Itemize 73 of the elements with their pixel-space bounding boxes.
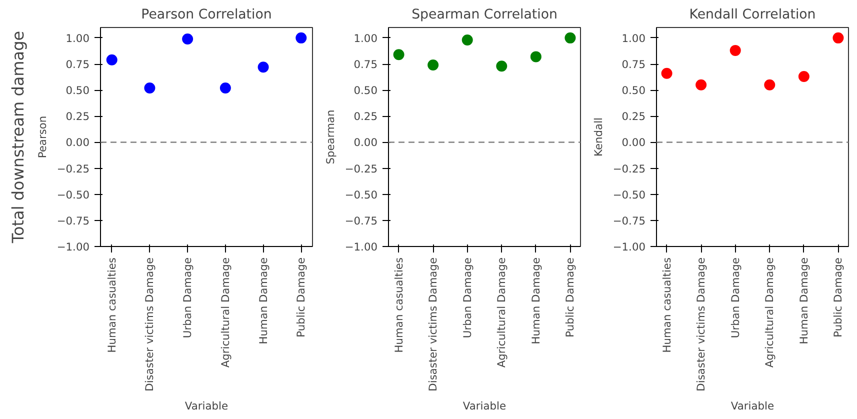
y-tick-label: −1.00 <box>56 240 90 254</box>
x-tick-label: Disaster victims Damage <box>694 257 708 392</box>
y-tick-label: 0.75 <box>354 58 378 71</box>
chart-title: Spearman Correlation <box>412 8 558 22</box>
y-tick-label: 0.00 <box>622 136 646 150</box>
x-tick-label: Agricultural Damage <box>495 257 508 368</box>
x-tick-label: Human casualties <box>105 257 118 353</box>
x-tick-label: Agricultural Damage <box>763 257 776 368</box>
y-axis-title: Kendall <box>592 118 605 156</box>
point <box>496 60 508 72</box>
x-tick-label: Public Damage <box>294 258 308 338</box>
y-tick-label: −0.25 <box>344 162 378 176</box>
y-tick-label: 0.25 <box>622 110 646 124</box>
y-tick-label: 0.50 <box>66 84 90 98</box>
point <box>696 79 707 90</box>
chart-title: Pearson Correlation <box>141 8 272 22</box>
point <box>462 34 473 46</box>
x-tick-label: Agricultural Damage <box>218 257 232 368</box>
point <box>144 82 156 94</box>
x-tick-label: Disaster victims Damage <box>426 257 440 392</box>
x-tick-label: Human Damage <box>256 257 270 344</box>
y-tick-label: −0.25 <box>612 162 646 176</box>
y-tick-label: 0.50 <box>622 84 646 98</box>
y-tick-label: 1.00 <box>66 32 90 45</box>
point <box>220 82 231 94</box>
y-tick-label: −1.00 <box>344 240 378 254</box>
x-axis-title: Variable <box>462 399 506 412</box>
y-tick-label: −0.50 <box>56 188 90 202</box>
chart-title: Kendall Correlation <box>689 8 816 22</box>
y-tick-label: 0.25 <box>66 110 90 124</box>
point <box>564 32 576 44</box>
y-tick-label: −0.75 <box>344 214 378 228</box>
point <box>106 54 118 66</box>
x-tick-label: Disaster victims Damage <box>143 257 156 392</box>
x-tick-label: Urban Damage <box>460 257 474 338</box>
point <box>393 49 404 60</box>
point <box>258 62 269 73</box>
y-tick-label: 0.75 <box>66 58 90 71</box>
point <box>530 51 542 62</box>
x-tick-label: Human Damage <box>529 257 542 344</box>
x-tick-label: Urban Damage <box>181 257 194 338</box>
y-axis-title: Spearman <box>324 110 337 164</box>
point <box>832 32 844 44</box>
y-tick-label: −0.50 <box>612 188 646 202</box>
point <box>661 68 672 79</box>
y-tick-label: 0.00 <box>66 136 90 150</box>
y-tick-label: 0.75 <box>622 58 646 71</box>
x-tick-label: Human casualties <box>392 257 406 353</box>
y-tick-label: 0.50 <box>354 84 378 98</box>
point <box>764 79 776 90</box>
point <box>798 71 810 82</box>
y-tick-label: 0.25 <box>354 110 378 124</box>
point <box>182 33 194 44</box>
x-tick-label: Public Damage <box>832 258 845 338</box>
x-tick-label: Urban Damage <box>728 257 742 338</box>
point <box>428 60 439 71</box>
y-tick-label: 0.00 <box>354 136 378 150</box>
y-tick-label: −0.50 <box>344 188 378 202</box>
y-tick-label: −0.25 <box>56 162 90 176</box>
x-tick-label: Human casualties <box>660 257 674 353</box>
y-tick-label: 1.00 <box>622 32 646 45</box>
x-tick-label: Public Damage <box>564 258 577 338</box>
y-axis-title: Pearson <box>36 116 49 158</box>
y-tick-label: 1.00 <box>354 32 378 45</box>
x-tick-label: Human Damage <box>797 257 810 344</box>
y-tick-label: −0.75 <box>612 214 646 228</box>
y-tick-label: −0.75 <box>56 214 90 228</box>
x-axis-title: Variable <box>184 399 228 412</box>
text: Total downstream damage <box>8 30 28 244</box>
y-tick-label: −1.00 <box>612 240 646 254</box>
point <box>296 32 307 44</box>
point <box>730 44 741 56</box>
x-axis-title: Variable <box>730 399 774 412</box>
